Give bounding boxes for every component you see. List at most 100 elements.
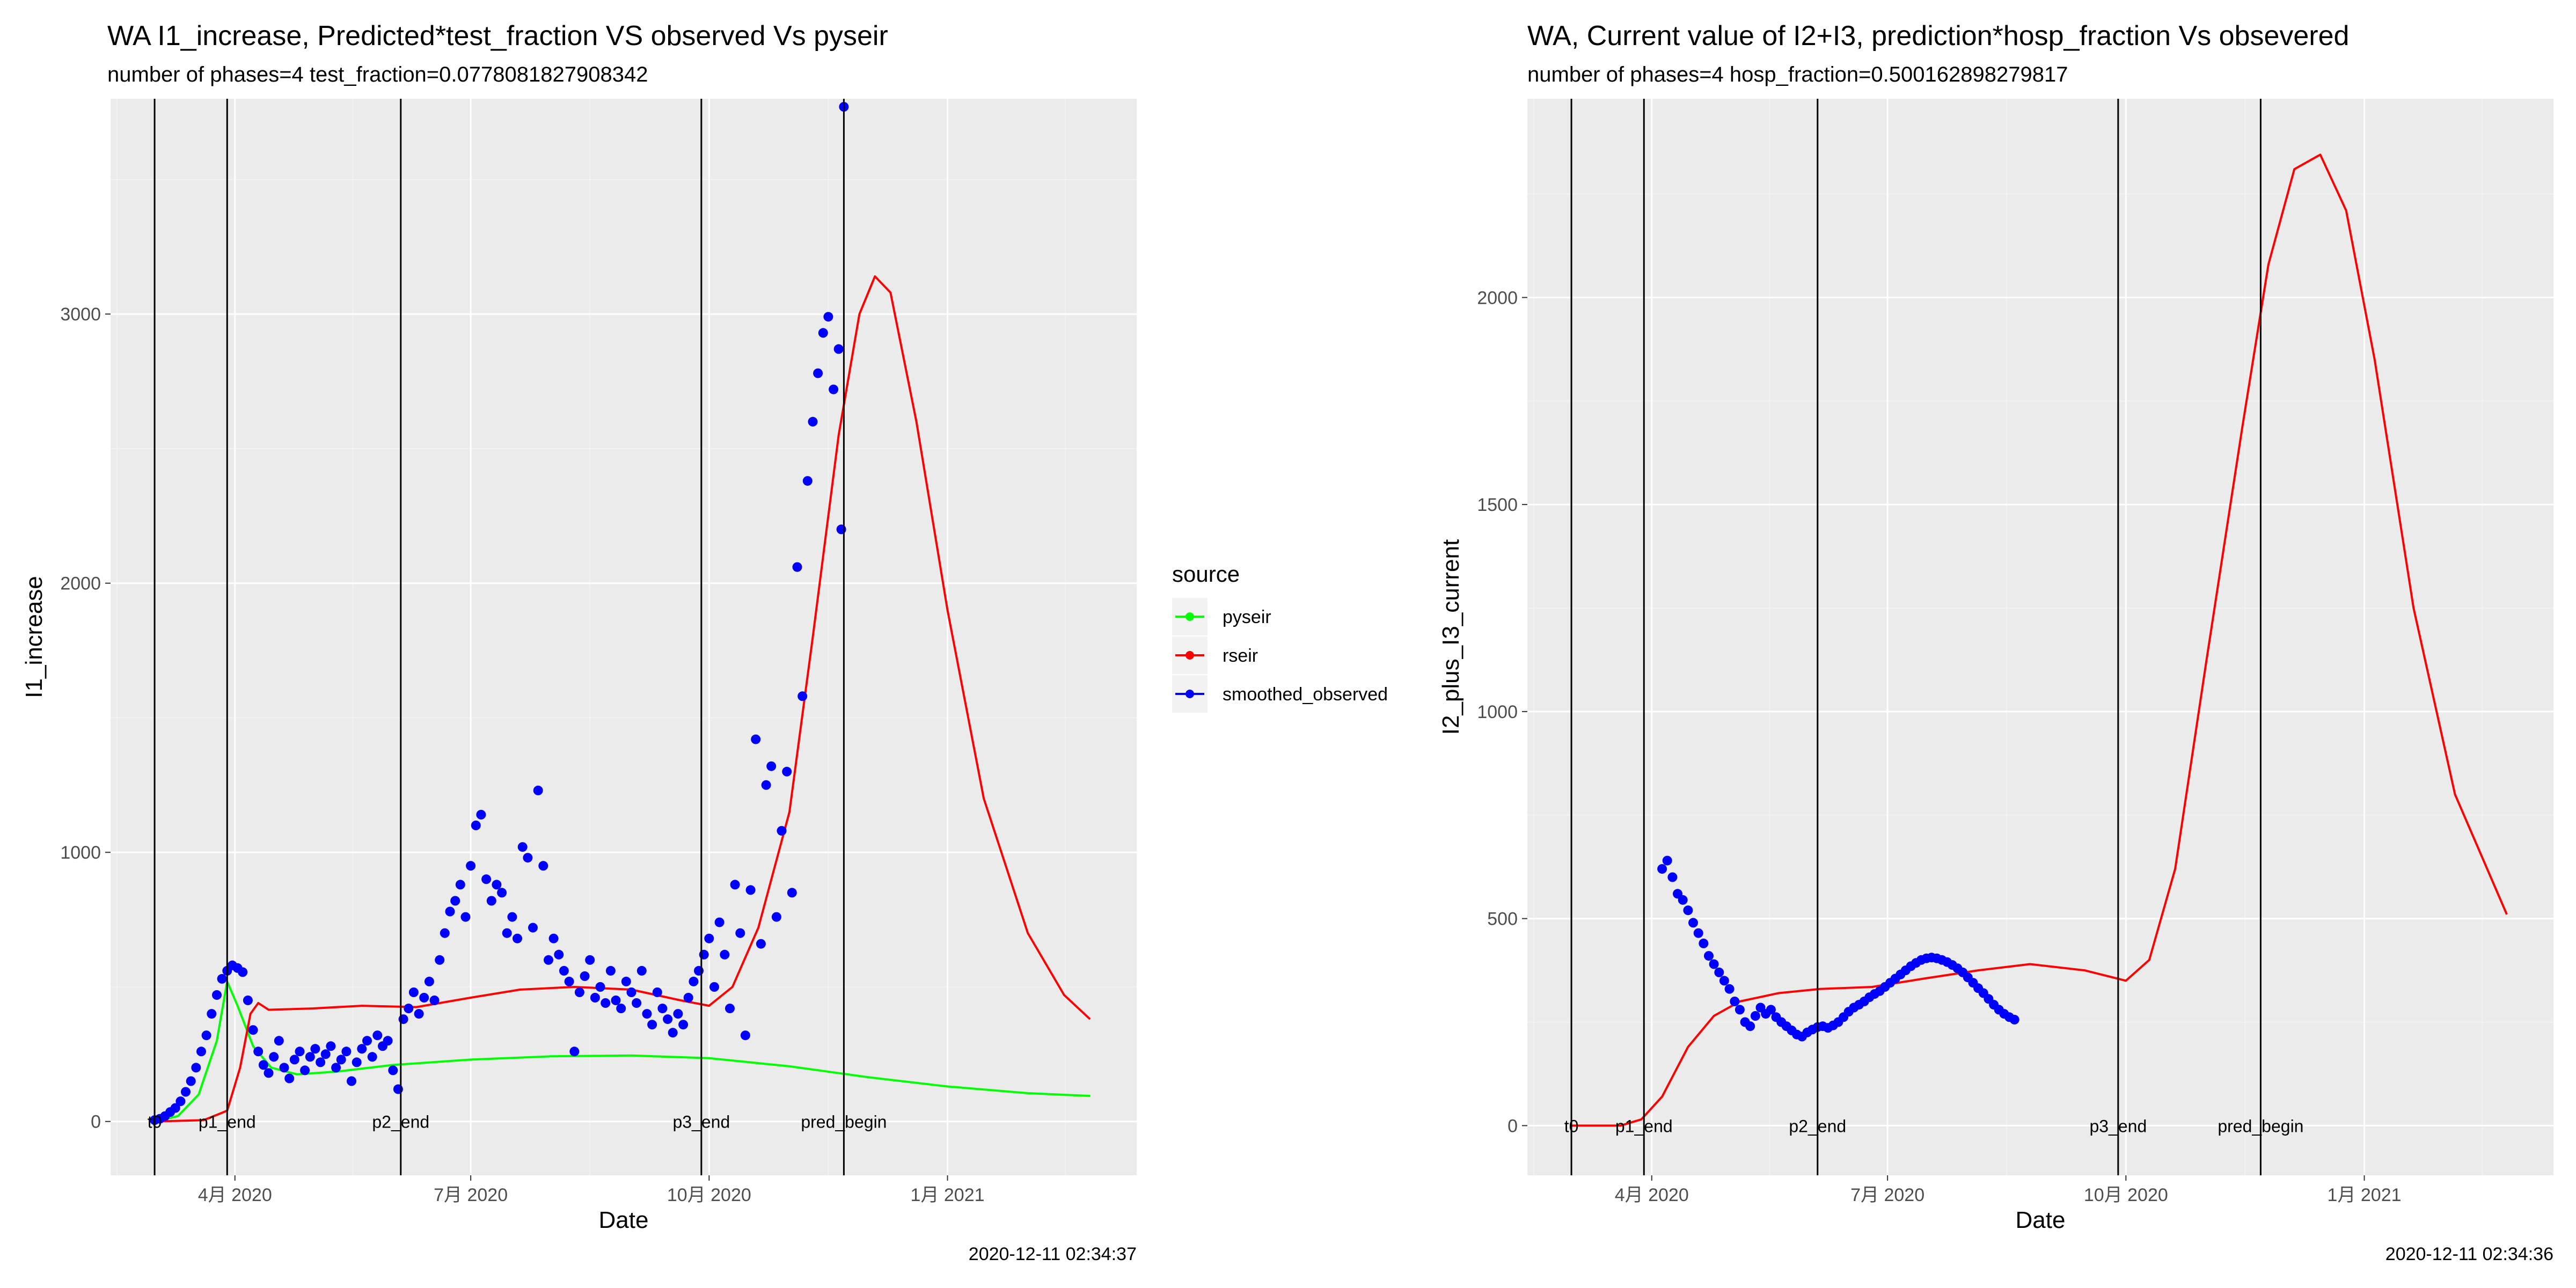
chart-left-title: WA I1_increase, Predicted*test_fraction … bbox=[107, 20, 888, 52]
data-point-smoothed-observed bbox=[196, 1046, 206, 1057]
data-point-smoothed-observed bbox=[616, 1004, 626, 1014]
phase-label: pred_begin bbox=[2218, 1116, 2303, 1136]
data-point-smoothed-observed bbox=[486, 896, 496, 906]
data-point-smoothed-observed bbox=[1667, 872, 1678, 882]
x-tick-label: 7月 2020 bbox=[434, 1185, 508, 1205]
chart-left-plot-panel bbox=[111, 99, 1137, 1175]
legend-key-point bbox=[1185, 651, 1194, 660]
chart-left-y-axis-title: I1_increase bbox=[21, 576, 47, 698]
legend-key-point bbox=[1185, 612, 1194, 621]
data-point-smoothed-observed bbox=[460, 912, 471, 922]
data-point-smoothed-observed bbox=[833, 344, 844, 354]
data-point-smoothed-observed bbox=[1735, 1005, 1745, 1015]
chart-right-series-lines bbox=[1571, 153, 2508, 1127]
data-point-smoothed-observed bbox=[212, 990, 222, 1000]
data-point-smoothed-observed bbox=[362, 1036, 372, 1046]
data-point-smoothed-observed bbox=[383, 1036, 393, 1046]
legend-key-point bbox=[1185, 690, 1194, 698]
data-point-smoothed-observed bbox=[1683, 905, 1693, 916]
data-point-smoothed-observed bbox=[295, 1046, 305, 1057]
legend-item-rseir: rseir bbox=[1172, 636, 1258, 674]
chart-right-data-points bbox=[1657, 855, 2019, 1042]
data-point-smoothed-observed bbox=[440, 928, 450, 938]
data-point-smoothed-observed bbox=[590, 993, 600, 1002]
data-point-smoothed-observed bbox=[243, 996, 253, 1005]
data-point-smoothed-observed bbox=[408, 987, 419, 997]
data-point-smoothed-observed bbox=[455, 880, 465, 890]
data-point-smoothed-observed bbox=[466, 861, 476, 871]
data-point-smoothed-observed bbox=[813, 368, 823, 378]
phase-label: p1_end bbox=[1615, 1116, 1673, 1136]
data-point-smoothed-observed bbox=[289, 1055, 299, 1065]
data-point-smoothed-observed bbox=[1699, 938, 1709, 948]
data-point-smoothed-observed bbox=[435, 955, 445, 965]
phase-label: p2_end bbox=[372, 1113, 429, 1132]
chart-right-plot-panel bbox=[1527, 99, 2553, 1175]
chart-right-subtitle: number of phases=4 hosp_fraction=0.50016… bbox=[1527, 63, 2068, 86]
data-point-smoothed-observed bbox=[580, 971, 590, 981]
data-point-smoothed-observed bbox=[735, 928, 745, 938]
data-point-smoothed-observed bbox=[1688, 918, 1698, 928]
data-point-smoothed-observed bbox=[175, 1096, 186, 1107]
data-point-smoothed-observed bbox=[481, 874, 492, 884]
data-point-smoothed-observed bbox=[611, 996, 621, 1005]
data-point-smoothed-observed bbox=[782, 766, 792, 777]
data-point-smoothed-observed bbox=[657, 1004, 668, 1014]
data-point-smoothed-observed bbox=[1709, 959, 1719, 969]
chart-left-legend: source pyseir rseir smoothed_observed bbox=[1172, 561, 1388, 713]
data-point-smoothed-observed bbox=[740, 1030, 750, 1041]
x-tick-label: 10月 2020 bbox=[2084, 1185, 2168, 1205]
data-point-smoothed-observed bbox=[564, 976, 574, 986]
data-point-smoothed-observed bbox=[792, 562, 802, 572]
data-point-smoothed-observed bbox=[492, 880, 502, 890]
chart-left-subtitle: number of phases=4 test_fraction=0.07780… bbox=[107, 63, 648, 86]
data-point-smoothed-observed bbox=[808, 416, 818, 427]
data-point-smoothed-observed bbox=[274, 1036, 284, 1046]
data-point-smoothed-observed bbox=[414, 1009, 424, 1019]
data-point-smoothed-observed bbox=[528, 923, 538, 933]
data-point-smoothed-observed bbox=[331, 1063, 341, 1073]
data-point-smoothed-observed bbox=[642, 1009, 652, 1019]
data-point-smoothed-observed bbox=[388, 1065, 398, 1075]
data-point-smoothed-observed bbox=[217, 974, 227, 984]
data-point-smoothed-observed bbox=[523, 853, 533, 863]
data-point-smoothed-observed bbox=[1693, 928, 1703, 938]
phase-label: p1_end bbox=[199, 1113, 256, 1132]
legend-label: rseir bbox=[1223, 646, 1258, 666]
data-point-smoothed-observed bbox=[367, 1052, 377, 1062]
chart-left-phase-markers: t0 p1_end p2_end p3_end pred_begin bbox=[148, 99, 887, 1175]
data-point-smoothed-observed bbox=[502, 928, 512, 938]
data-point-smoothed-observed bbox=[1719, 976, 1729, 986]
data-point-smoothed-observed bbox=[1730, 997, 1740, 1006]
series-line-rseir bbox=[1571, 153, 2508, 1127]
phase-label: t0 bbox=[1564, 1116, 1579, 1136]
data-point-smoothed-observed bbox=[341, 1046, 352, 1057]
chart-left: WA I1_increase, Predicted*test_fraction … bbox=[21, 20, 1388, 1264]
data-point-smoothed-observed bbox=[829, 384, 839, 394]
chart-left-caption: 2020-12-11 02:34:37 bbox=[969, 1244, 1137, 1264]
phase-label: p3_end bbox=[672, 1113, 730, 1132]
chart-right-phase-markers: t0 p1_end p2_end p3_end pred_begin bbox=[1564, 99, 2303, 1175]
data-point-smoothed-observed bbox=[689, 976, 699, 986]
chart-left-axis-ticks: 4月 2020 7月 2020 10月 2020 1月 2021 0 1000 2000 30… bbox=[60, 304, 984, 1205]
chart-left-data-points bbox=[150, 102, 849, 1125]
data-point-smoothed-observed bbox=[181, 1087, 191, 1097]
data-point-smoothed-observed bbox=[771, 912, 781, 922]
data-point-smoothed-observed bbox=[652, 987, 662, 997]
data-point-smoothed-observed bbox=[647, 1020, 657, 1030]
series-line-pyseir bbox=[154, 980, 1091, 1123]
data-point-smoothed-observed bbox=[554, 949, 564, 960]
y-tick-label: 0 bbox=[91, 1112, 101, 1132]
data-point-smoothed-observed bbox=[320, 1049, 331, 1059]
chart-right-gridlines bbox=[1527, 99, 2553, 1175]
x-tick-label: 1月 2021 bbox=[911, 1185, 985, 1205]
chart-left-gridlines bbox=[111, 99, 1137, 1175]
data-point-smoothed-observed bbox=[316, 1057, 326, 1067]
data-point-smoothed-observed bbox=[513, 933, 522, 943]
data-point-smoothed-observed bbox=[445, 906, 455, 917]
phase-label: p3_end bbox=[2089, 1116, 2147, 1136]
y-tick-label: 1000 bbox=[60, 843, 101, 863]
data-point-smoothed-observed bbox=[238, 967, 248, 977]
data-point-smoothed-observed bbox=[264, 1068, 274, 1078]
y-tick-label: 0 bbox=[1507, 1116, 1518, 1136]
